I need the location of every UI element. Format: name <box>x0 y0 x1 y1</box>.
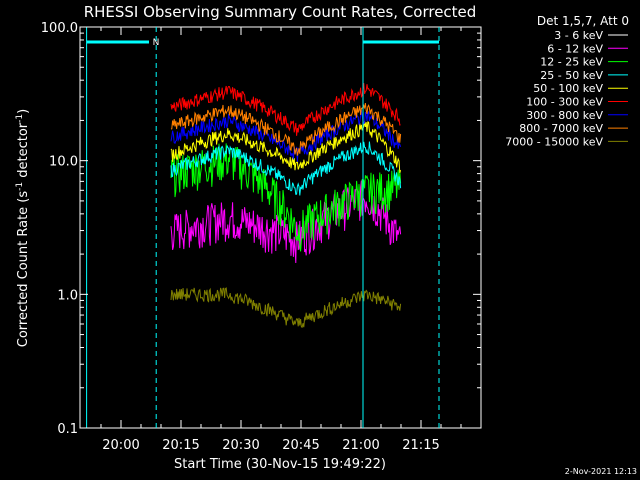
legend-label: 12 - 25 keV <box>540 56 603 69</box>
marker-layer: N <box>86 27 440 428</box>
x-tick-label: 21:00 <box>342 438 379 453</box>
x-tick-label: 20:00 <box>102 438 139 453</box>
series-line <box>170 143 402 252</box>
chart-title: RHESSI Observing Summary Count Rates, Co… <box>84 3 477 21</box>
plot-frame <box>79 26 482 429</box>
series-line <box>170 83 401 136</box>
series-line <box>170 110 402 162</box>
state-bar-label: N <box>153 38 160 48</box>
series-line <box>170 180 402 264</box>
series-line <box>170 159 402 212</box>
x-tick-label: 20:15 <box>162 438 199 453</box>
footer-timestamp: 2-Nov-2021 12:13 <box>565 467 637 476</box>
series-line <box>170 103 402 156</box>
x-tick-label: 20:45 <box>282 438 319 453</box>
legend-label: 7000 - 15000 keV <box>505 135 603 148</box>
y-tick-label: 1.0 <box>57 288 78 303</box>
x-axis-label: Start Time (30-Nov-15 19:49:22) <box>174 457 386 472</box>
legend-label: 25 - 50 keV <box>540 69 603 82</box>
legend-label: 800 - 7000 keV <box>519 122 603 135</box>
x-tick-label: 21:15 <box>402 438 439 453</box>
legend-label: 3 - 6 keV <box>554 29 603 42</box>
legend-label: 50 - 100 keV <box>533 82 603 95</box>
legend-label: 100 - 300 keV <box>526 96 603 109</box>
y-tick-label: 100.0 <box>41 21 78 36</box>
y-tick-label: 10.0 <box>49 155 78 170</box>
series-line <box>170 121 402 173</box>
y-axis-label: Corrected Count Rate (s-1 detector-1) <box>15 109 31 347</box>
legend-label: 300 - 800 keV <box>526 109 603 122</box>
series-line <box>170 287 402 328</box>
series-line <box>170 141 402 196</box>
legend-label: 6 - 12 keV <box>547 42 603 55</box>
legend-title: Det 1,5,7, Att 0 <box>537 14 629 28</box>
tick-layer: 0.1 1.0 10.0 100.0 20:00 20:15 20:30 20:45 21:00… <box>41 21 481 453</box>
y-tick-label: 0.1 <box>57 422 78 437</box>
x-tick-label: 20:30 <box>222 438 259 453</box>
series-layer <box>170 83 402 328</box>
